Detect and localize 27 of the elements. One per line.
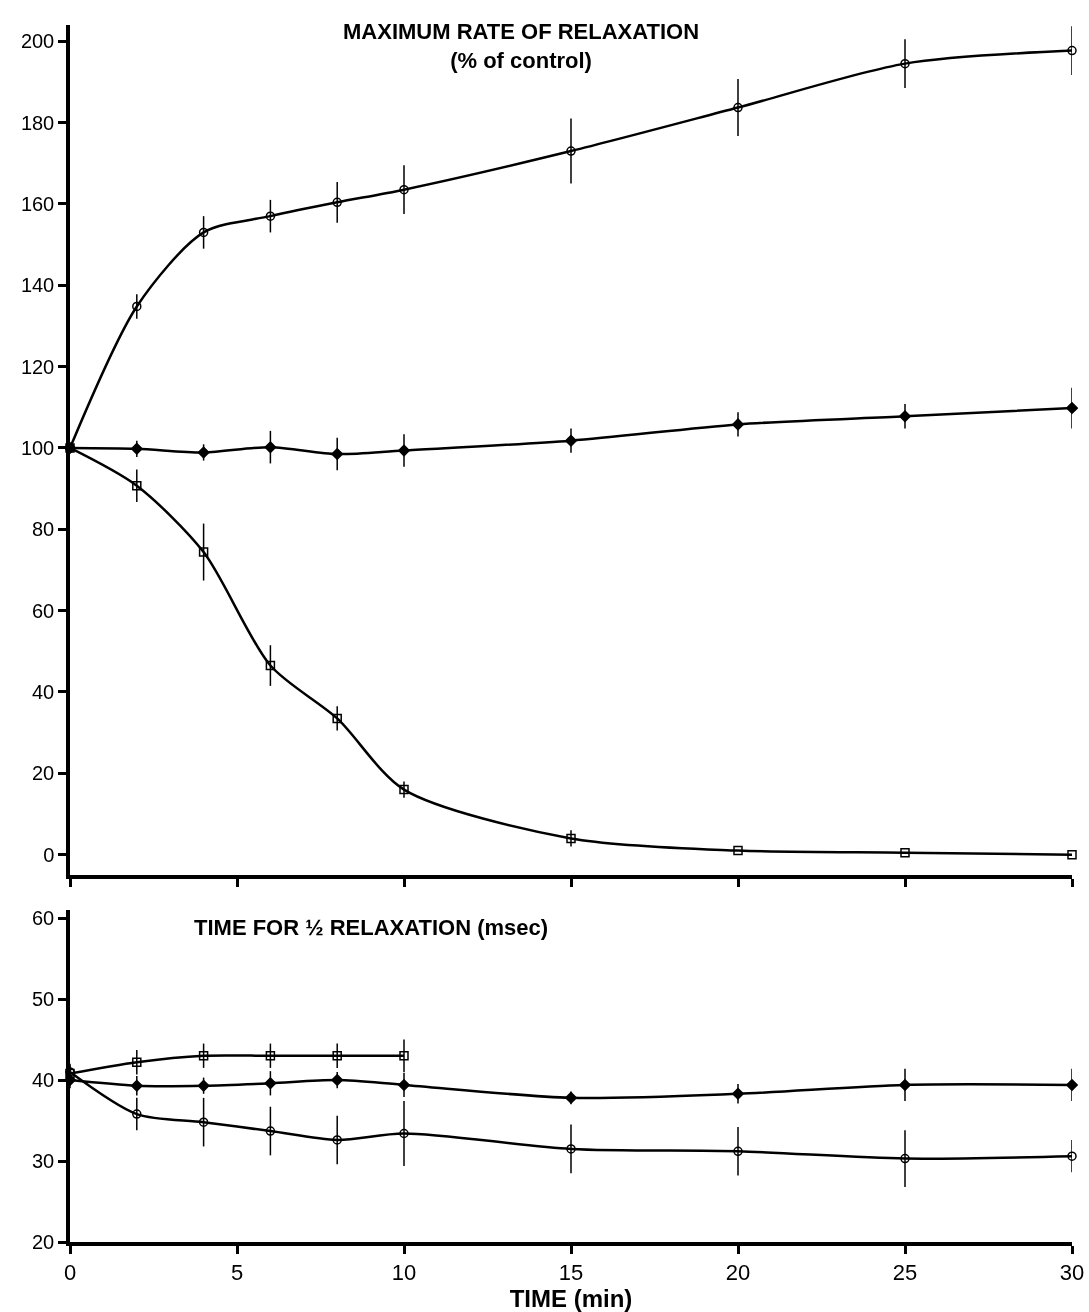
x-tick-label: 15 [558, 1260, 584, 1286]
y-tick-label: 50 [32, 988, 55, 1011]
y-tick-label: 40 [32, 1069, 55, 1092]
y-tick-label: 30 [32, 1150, 55, 1173]
x-tick-label: 5 [230, 1260, 244, 1286]
y-tick-label: 60 [32, 599, 55, 622]
x-tick-label: 30 [1059, 1260, 1085, 1286]
y-tick-label: 0 [43, 843, 55, 866]
y-tick-label: 20 [32, 762, 55, 785]
chart-title: TIME FOR ½ RELAXATION (msec) [194, 915, 549, 940]
y-tick-label: 140 [20, 274, 55, 297]
x-tick-label: 0 [63, 1260, 77, 1286]
chart-title: MAXIMUM RATE OF RELAXATION [343, 19, 700, 44]
x-tick-label: 20 [725, 1260, 751, 1286]
x-tick-label: 10 [391, 1260, 417, 1286]
y-tick-label: 180 [20, 111, 55, 134]
y-tick-label: 120 [20, 355, 55, 378]
y-tick-label: 200 [20, 30, 55, 53]
y-tick-label: 20 [32, 1231, 55, 1253]
y-tick-label: 100 [20, 436, 55, 459]
x-tick-label: 25 [892, 1260, 918, 1286]
y-tick-label: 160 [20, 192, 55, 215]
y-tick-label: 80 [32, 518, 55, 541]
y-tick-label: 40 [32, 680, 55, 703]
text: (% of control) [450, 47, 592, 73]
y-tick-label: 60 [32, 907, 55, 930]
x-axis-title: TIME (min) [509, 1285, 633, 1312]
